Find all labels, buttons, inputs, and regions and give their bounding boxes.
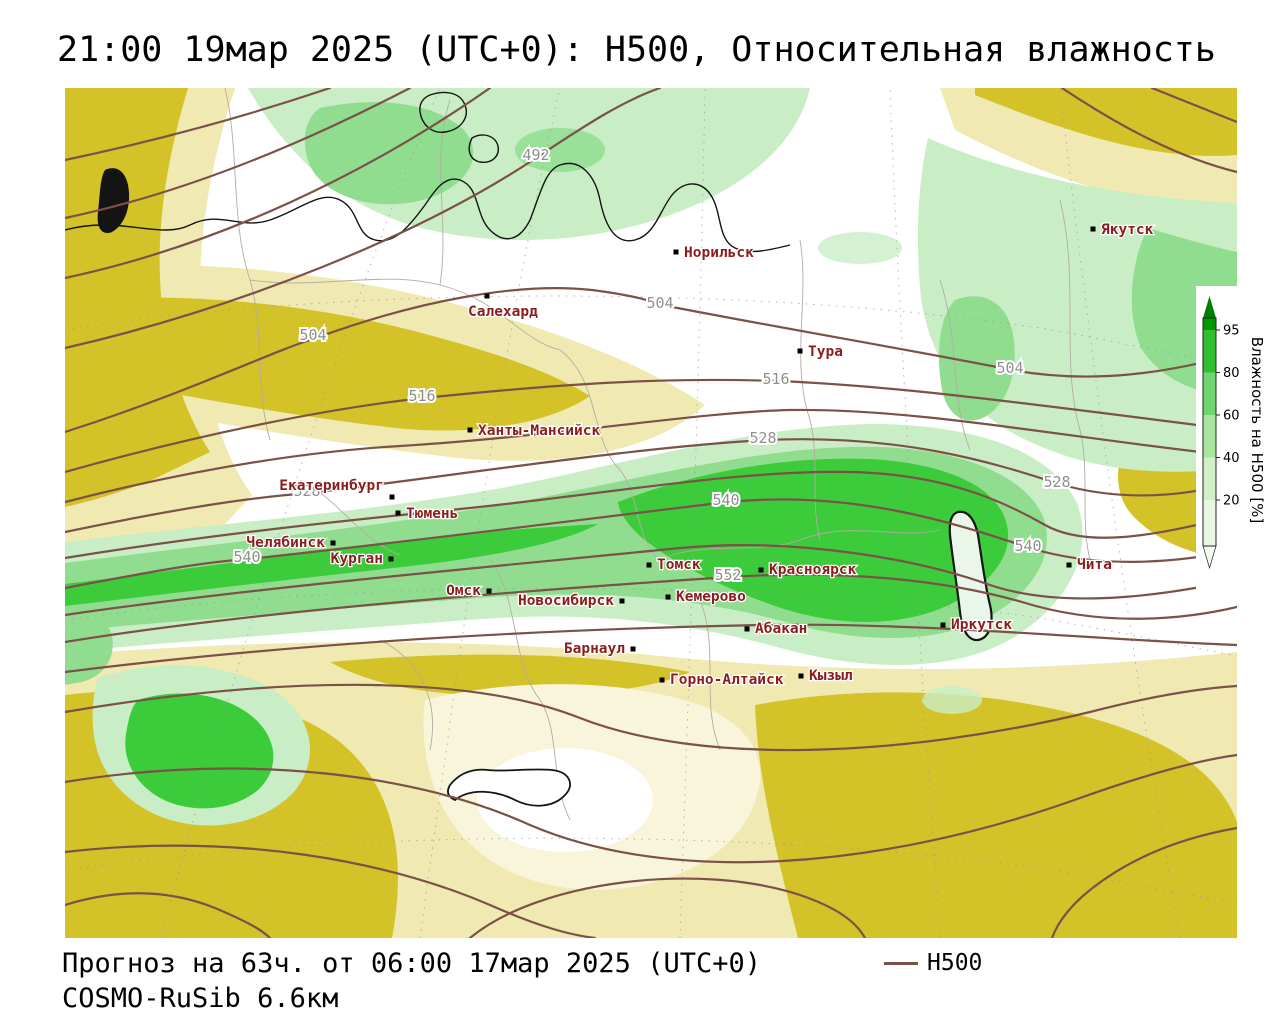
city-marker bbox=[758, 567, 764, 573]
city-marker bbox=[659, 677, 665, 683]
city-label: Тюмень bbox=[406, 506, 458, 522]
city-marker bbox=[630, 646, 636, 652]
city-label: Ханты-Мансийск bbox=[478, 423, 600, 439]
colorbar: 95 80 60 40 20 bbox=[1202, 296, 1240, 570]
colorbar-tick-label: 60 bbox=[1223, 409, 1240, 424]
lake-shape bbox=[97, 168, 130, 234]
city-label: Салехард bbox=[468, 304, 538, 320]
city-marker bbox=[798, 673, 804, 679]
city-label: Горно-Алтайск bbox=[670, 672, 784, 688]
city-label: Красноярск bbox=[769, 562, 857, 578]
contour-label: 504 bbox=[299, 326, 326, 344]
colorbar-tick-label: 20 bbox=[1223, 494, 1240, 509]
contour-label: 540 bbox=[233, 548, 260, 566]
page-title: 21:00 19мар 2025 (UTC+0): H500, Относите… bbox=[57, 30, 1216, 70]
contour-label: 528 bbox=[1043, 473, 1070, 491]
city-marker bbox=[389, 494, 395, 500]
lake-baikal bbox=[948, 510, 993, 642]
city-label: Якутск bbox=[1101, 222, 1154, 238]
h500-contour-lines bbox=[65, 88, 1237, 938]
colorbar-tick-label: 40 bbox=[1223, 451, 1240, 466]
contour-labels-layer: 492 504 504 504 516 516 528 528 528 540 540 540 552 bbox=[231, 144, 1072, 586]
contour-label: 516 bbox=[762, 370, 789, 388]
contour-label: 540 bbox=[1014, 537, 1041, 555]
city-marker bbox=[1066, 562, 1072, 568]
city-label: Чита bbox=[1077, 557, 1112, 573]
city-marker bbox=[467, 427, 473, 433]
footer: Прогноз на 63ч. от 06:00 17мар 2025 (UTC… bbox=[62, 946, 761, 1016]
city-label: Курган bbox=[331, 551, 383, 567]
forecast-info-line: Прогноз на 63ч. от 06:00 17мар 2025 (UTC… bbox=[62, 948, 761, 979]
contour-label: 540 bbox=[712, 491, 739, 509]
city-marker bbox=[744, 626, 750, 632]
h500-legend: H500 bbox=[884, 950, 982, 976]
city-label: Томск bbox=[657, 557, 701, 573]
city-label: Тура bbox=[808, 344, 843, 360]
colorbar-label: Влажность на H500 [%] bbox=[1248, 337, 1266, 524]
contour-label: 528 bbox=[749, 429, 776, 447]
cities-layer: Якутск Норильск Салехард Тура Ханты-Мансийск… bbox=[245, 221, 1155, 690]
city-marker bbox=[1090, 226, 1096, 232]
lake-outline bbox=[447, 768, 571, 807]
humidity-shading-layer bbox=[65, 88, 1237, 938]
model-info-line: COSMO-RuSib 6.6км bbox=[62, 983, 339, 1014]
city-marker bbox=[330, 540, 336, 546]
city-label: Челябинск bbox=[246, 535, 325, 551]
city-marker bbox=[646, 562, 652, 568]
colorbar-tick-label: 95 bbox=[1223, 324, 1240, 339]
city-label: Барнаул bbox=[564, 641, 625, 657]
colorbar-arrow-up bbox=[1203, 296, 1216, 318]
region-borders bbox=[224, 88, 1091, 821]
coastline bbox=[65, 91, 993, 807]
contour-label: 552 bbox=[714, 566, 741, 584]
h500-legend-line bbox=[884, 961, 918, 965]
city-marker bbox=[940, 622, 946, 628]
city-marker bbox=[673, 249, 679, 255]
city-label: Абакан bbox=[755, 621, 807, 637]
contour-label: 528 bbox=[293, 482, 320, 500]
city-label: Норильск bbox=[684, 245, 754, 261]
contour-label: 504 bbox=[646, 294, 673, 312]
h500-legend-label: H500 bbox=[927, 950, 983, 976]
city-marker bbox=[486, 588, 492, 594]
graticule bbox=[65, 88, 1237, 938]
city-label: Екатеринбург bbox=[279, 478, 384, 494]
city-label: Новосибирск bbox=[518, 593, 614, 609]
city-label: Кызыл bbox=[809, 668, 853, 684]
city-marker bbox=[619, 598, 625, 604]
contour-label: 492 bbox=[522, 146, 549, 164]
city-label: Омск bbox=[446, 583, 481, 599]
city-marker bbox=[388, 556, 394, 562]
city-label: Иркутск bbox=[951, 617, 1012, 633]
contour-label: 504 bbox=[996, 359, 1023, 377]
city-marker bbox=[665, 594, 671, 600]
city-marker bbox=[484, 293, 490, 299]
contour-label: 516 bbox=[408, 387, 435, 405]
city-marker bbox=[395, 510, 401, 516]
colorbar-tick-label: 80 bbox=[1223, 366, 1240, 381]
city-marker bbox=[797, 348, 803, 354]
city-label: Кемерово bbox=[676, 589, 746, 605]
